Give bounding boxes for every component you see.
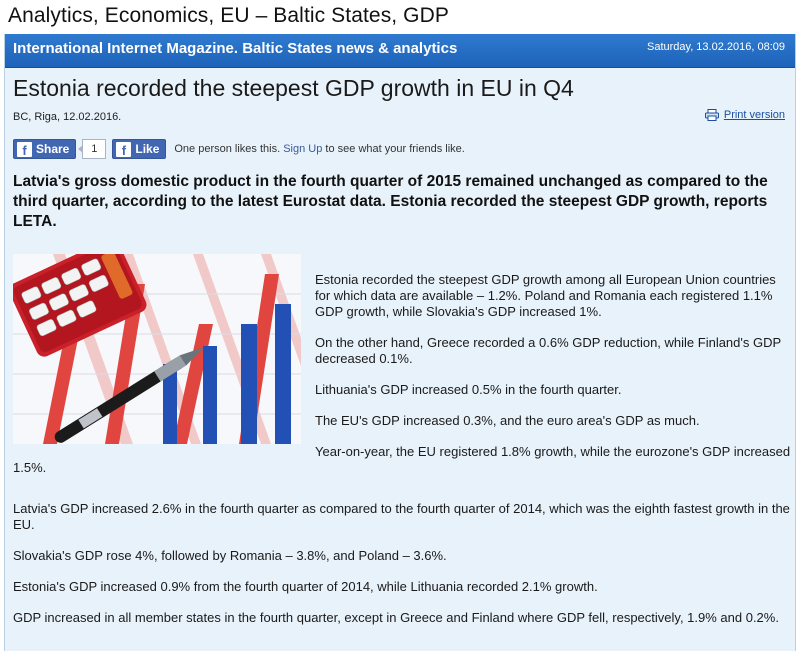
like-text-after: to see what your friends like. (325, 143, 465, 155)
print-version-link[interactable]: Print version (704, 109, 785, 121)
facebook-share-button[interactable]: f Share (13, 139, 77, 159)
article-lead: Latvia's gross domestic product in the f… (13, 173, 768, 230)
signup-link[interactable]: Sign Up (283, 143, 323, 155)
site-banner: International Internet Magazine. Baltic … (5, 34, 795, 68)
calculator-chart-photo (13, 254, 301, 444)
facebook-icon: f (116, 141, 132, 157)
like-label: Like (135, 142, 160, 156)
print-version-label: Print version (723, 109, 785, 121)
banner-title[interactable]: International Internet Magazine. Baltic … (13, 40, 458, 57)
like-status-text: One person likes this. Sign Up to see wh… (174, 143, 464, 155)
article-paragraph: On the other hand, Greece recorded a 0.6… (315, 335, 781, 366)
article-paragraph: Year-on-year, the EU registered 1.8% gro… (13, 444, 791, 475)
page-title: Analytics, Economics, EU – Baltic States… (8, 4, 449, 27)
article-byline: BC, Riga, 12.02.2016. (13, 111, 122, 123)
article-paragraph: Latvia's GDP increased 2.6% in the fourt… (13, 501, 790, 532)
article-headline: Estonia recorded the steepest GDP growth… (13, 75, 574, 101)
printer-icon (704, 109, 719, 121)
article-paragraph: Lithuania's GDP increased 0.5% in the fo… (315, 382, 622, 397)
article-page: International Internet Magazine. Baltic … (4, 34, 796, 651)
article-paragraph: The EU's GDP increased 0.3%, and the eur… (315, 413, 700, 428)
article-body: Estonia recorded the steepest GDP growth… (13, 254, 793, 641)
share-label: Share (36, 142, 70, 156)
banner-date: Saturday, 13.02.2016, 08:09 (646, 41, 785, 53)
article-paragraph: Estonia's GDP increased 0.9% from the fo… (13, 579, 598, 594)
facebook-like-button[interactable]: f Like (112, 139, 167, 159)
facebook-icon: f (17, 141, 32, 157)
article-paragraph: Slovakia's GDP rose 4%, followed by Roma… (13, 548, 447, 563)
article-paragraph: GDP increased in all member states in th… (13, 610, 779, 625)
like-text-before: One person likes this. (174, 143, 281, 155)
article-paragraph: Estonia recorded the steepest GDP growth… (315, 272, 776, 319)
share-count: 1 (78, 139, 107, 159)
social-bar: f Share 1 f Like One person likes this. … (13, 138, 465, 160)
